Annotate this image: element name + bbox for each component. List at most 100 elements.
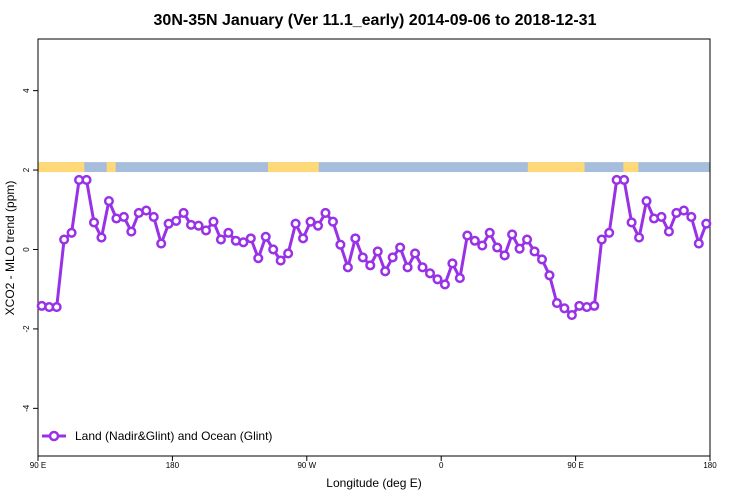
data-point bbox=[171, 215, 182, 226]
data-point bbox=[529, 246, 540, 257]
land-band-segment bbox=[106, 162, 116, 173]
land-band-segment bbox=[38, 162, 85, 173]
land-band-segment bbox=[267, 162, 319, 173]
data-point bbox=[96, 232, 107, 243]
data-point bbox=[454, 273, 465, 284]
data-point bbox=[59, 234, 70, 245]
data-point bbox=[424, 268, 436, 279]
chart-title: 30N-35N January (Ver 11.1_early) 2014-09… bbox=[154, 12, 597, 29]
y-tick-label: 2 bbox=[22, 167, 31, 172]
x-tick-label: 90 E bbox=[30, 461, 46, 470]
data-point bbox=[327, 216, 338, 227]
data-point bbox=[522, 234, 533, 245]
data-point bbox=[283, 248, 294, 259]
data-point bbox=[387, 252, 398, 263]
x-tick-label: 180 bbox=[166, 461, 180, 470]
data-point bbox=[596, 234, 607, 245]
data-point bbox=[395, 242, 406, 253]
data-point bbox=[51, 302, 62, 313]
x-tick-label: 180 bbox=[703, 461, 717, 470]
data-point bbox=[193, 220, 204, 231]
data-point bbox=[350, 233, 361, 244]
data-point bbox=[626, 217, 637, 228]
legend-marker bbox=[48, 430, 60, 442]
data-point bbox=[499, 250, 510, 261]
data-point bbox=[141, 205, 152, 216]
data-point bbox=[663, 226, 674, 237]
data-point bbox=[365, 260, 376, 271]
data-point bbox=[118, 211, 129, 222]
data-point bbox=[641, 195, 652, 207]
y-axis: -4 -2 0 2 4 bbox=[22, 88, 38, 412]
data-point bbox=[156, 238, 167, 249]
data-point bbox=[604, 227, 615, 238]
data-point bbox=[357, 252, 368, 263]
data-point bbox=[88, 217, 100, 228]
x-tick-label: 90 E bbox=[567, 461, 583, 470]
data-point bbox=[432, 274, 443, 285]
data-point bbox=[335, 239, 346, 250]
data-point bbox=[372, 246, 383, 257]
data-point bbox=[619, 174, 630, 186]
data-point bbox=[462, 230, 473, 241]
data-point bbox=[686, 211, 697, 222]
y-tick-label: -4 bbox=[22, 404, 31, 412]
data-point bbox=[544, 270, 555, 281]
legend-label: Land (Nadir&Glint) and Ocean (Glint) bbox=[75, 429, 272, 443]
data-point bbox=[514, 243, 525, 254]
ocean-band bbox=[38, 162, 710, 173]
data-point bbox=[492, 242, 503, 253]
x-axis-label: Longitude (deg E) bbox=[326, 476, 421, 490]
data-point bbox=[380, 266, 391, 277]
surface-type-band bbox=[38, 162, 710, 173]
data-point bbox=[178, 207, 189, 218]
data-point bbox=[566, 309, 577, 321]
data-point bbox=[342, 262, 353, 273]
series-layer bbox=[36, 174, 712, 321]
data-point bbox=[66, 227, 77, 238]
land-band-segment bbox=[623, 162, 639, 173]
data-point bbox=[402, 262, 413, 273]
data-point bbox=[536, 254, 548, 265]
x-axis: 90 E 180 90 W 0 90 E 180 bbox=[30, 456, 717, 470]
data-point bbox=[103, 195, 114, 207]
data-point bbox=[245, 233, 256, 244]
data-point bbox=[439, 279, 450, 290]
data-point bbox=[223, 227, 234, 238]
data-point bbox=[148, 211, 159, 222]
x-tick-label: 90 W bbox=[297, 461, 316, 470]
data-point bbox=[551, 298, 562, 309]
y-tick-label: 0 bbox=[22, 247, 31, 252]
data-point bbox=[81, 174, 92, 186]
land-band-segment bbox=[527, 162, 585, 173]
data-point bbox=[484, 227, 495, 238]
data-point bbox=[634, 232, 645, 243]
data-point bbox=[410, 248, 421, 259]
data-point bbox=[260, 231, 271, 242]
data-point bbox=[238, 237, 249, 248]
data-point bbox=[275, 255, 286, 266]
data-point bbox=[305, 216, 316, 227]
series-line bbox=[41, 178, 708, 317]
data-point bbox=[678, 205, 689, 216]
x-tick-label: 0 bbox=[439, 461, 444, 470]
data-point bbox=[298, 233, 309, 244]
data-point bbox=[701, 218, 712, 229]
data-point bbox=[656, 211, 667, 222]
data-point bbox=[447, 258, 458, 269]
data-point bbox=[477, 240, 488, 251]
data-point bbox=[253, 253, 264, 264]
data-point bbox=[126, 226, 137, 237]
data-point bbox=[507, 229, 518, 240]
y-tick-label: 4 bbox=[22, 88, 31, 93]
data-point bbox=[469, 235, 480, 246]
y-tick-label: -2 bbox=[22, 325, 31, 333]
data-point bbox=[312, 220, 324, 231]
data-point bbox=[290, 218, 301, 229]
data-point bbox=[268, 244, 279, 255]
data-point bbox=[417, 262, 428, 273]
data-point bbox=[693, 238, 704, 249]
data-point bbox=[200, 225, 212, 236]
data-point bbox=[215, 234, 226, 245]
